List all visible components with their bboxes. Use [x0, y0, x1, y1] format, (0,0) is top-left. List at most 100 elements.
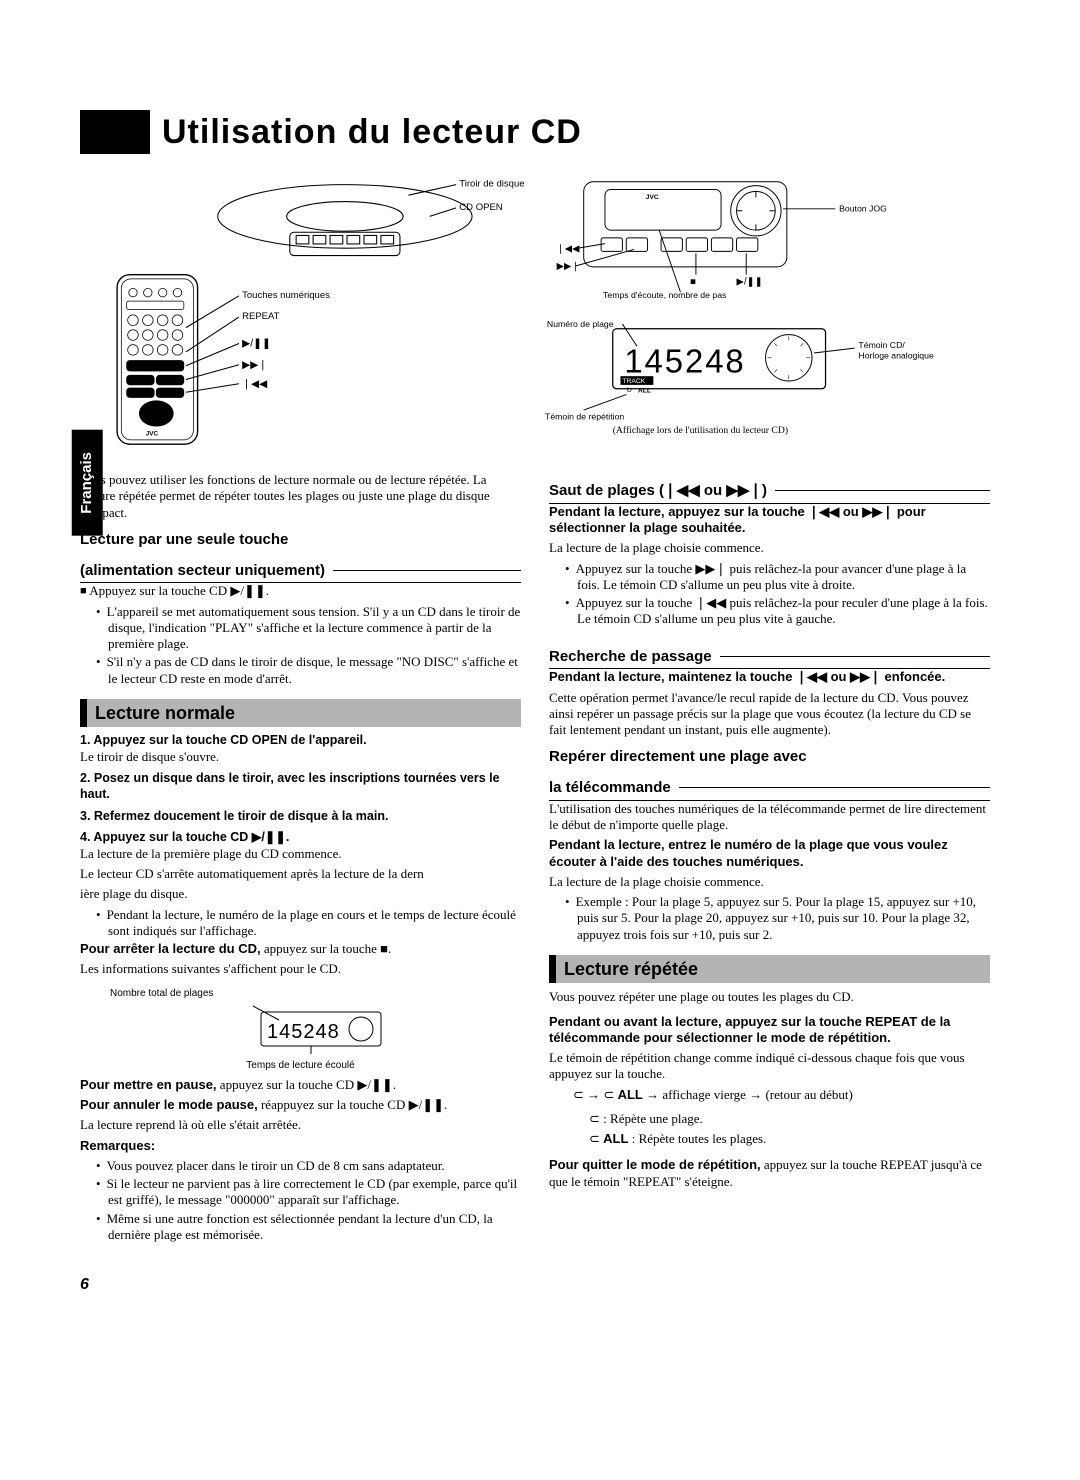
label-temps: Temps d'écoute, nombre de pas: [603, 290, 727, 300]
pause-line: Pour mettre en pause, appuyez sur la tou…: [80, 1077, 521, 1093]
lcd-digits: 145248: [624, 342, 745, 379]
step-4-bullet: Pendant la lecture, le numéro de la plag…: [96, 907, 521, 940]
resume-body: réappuyez sur la touche CD ▶/❚❚.: [258, 1097, 448, 1112]
reperer-body1: L'utilisation des touches numériques de …: [549, 801, 990, 834]
repeat-all-pre: ALL: [603, 1131, 628, 1146]
label-affichage: (Affichage lors de l'utilisation du lect…: [613, 425, 788, 436]
label-prev: ❘◀◀: [242, 378, 268, 390]
step-1: 1. Appuyez sur la touche CD OPEN de l'ap…: [80, 733, 521, 749]
repeat-legend-all: ⊂ ALL : Répète toutes les plages.: [549, 1131, 990, 1147]
one-touch-heading-l1: Lecture par une seule touche: [80, 531, 521, 550]
label-numero: Numéro de plage: [547, 319, 614, 329]
lcd-all: ALL: [638, 388, 651, 395]
saut-heading: Saut de plages (❘◀◀ ou ▶▶❘): [549, 472, 990, 504]
page-title: Utilisation du lecteur CD: [162, 111, 582, 154]
language-tab: Français: [72, 430, 103, 536]
diagram-right: JVC Bouton JOG ❘◀◀ ▶▶❘ ■ ▶/❚❚ Temps d'éc…: [545, 174, 990, 454]
saut-heading-text: Saut de plages (❘◀◀ ou ▶▶❘): [549, 482, 767, 501]
saut-bullet-1: Appuyez sur la touche ▶▶❘ puis relâchez-…: [565, 561, 990, 594]
label-playpause: ▶/❚❚: [242, 338, 271, 350]
lcd-repeat-icon: ↻: [626, 388, 632, 395]
remarque-3: Même si une autre fonction est sélection…: [96, 1211, 521, 1244]
saut-lead: Pendant la lecture, appuyez sur la touch…: [549, 504, 990, 537]
left-column: Vous pouvez utiliser les fonctions de le…: [80, 472, 521, 1245]
diagram-left: Tiroir de disque CD OPEN JVC Touches num…: [80, 174, 525, 454]
panel-prev: ❘◀◀: [557, 243, 581, 254]
square-bullet-icon: ■: [80, 585, 87, 597]
remote-brand: JVC: [146, 431, 159, 438]
label-temoin-cd: Témoin CD/: [858, 340, 905, 350]
resume-lead: Pour annuler le mode pause,: [80, 1097, 258, 1112]
one-touch-bullet-1: L'appareil se met automatiquement sous t…: [96, 604, 521, 653]
page-number: 6: [80, 1275, 990, 1295]
section-lecture-normale: Lecture normale: [80, 699, 521, 728]
lcd-track: TRACK: [622, 378, 645, 385]
mini-display-diagram: Nombre total de plages 145248 Temps de l…: [80, 988, 521, 1073]
label-cdopen: CD OPEN: [459, 202, 502, 213]
recherche-heading-text: Recherche de passage: [549, 648, 712, 667]
remote-and-unit-svg: Tiroir de disque CD OPEN JVC Touches num…: [80, 174, 525, 449]
recherche-body: Cette opération permet l'avance/le recul…: [549, 690, 990, 739]
section-lecture-repetee: Lecture répétée: [549, 955, 990, 984]
recherche-lead: Pendant la lecture, maintenez la touche …: [549, 669, 990, 685]
mini-caption-top: Nombre total de plages: [110, 988, 521, 1001]
repeat-body: Le témoin de répétition change comme ind…: [549, 1050, 990, 1083]
mini-lcd-digits: 145248: [267, 1021, 340, 1043]
label-tiroir: Tiroir de disque: [459, 179, 524, 190]
remarque-1: Vous pouvez placer dans le tiroir un CD …: [96, 1158, 521, 1174]
reperer-bullets: Exemple : Pour la plage 5, appuyez sur 5…: [549, 894, 990, 943]
step-1-body: Le tiroir de disque s'ouvre.: [80, 749, 521, 765]
step-4-body-2a: Le lecteur CD s'arrête automatiquement a…: [80, 866, 521, 882]
saut-body: La lecture de la plage choisie commence.: [549, 540, 990, 556]
repeat-one-icon: ⊂: [573, 1087, 584, 1103]
recherche-heading: Recherche de passage: [549, 638, 990, 670]
one-touch-bullets: L'appareil se met automatiquement sous t…: [80, 604, 521, 687]
repeat-legend-one: ⊂ : Répète une plage.: [549, 1111, 990, 1127]
repeat-all-icon-2: ⊂: [589, 1131, 600, 1147]
label-repeat: REPEAT: [242, 311, 280, 322]
step-4-bullets: Pendant la lecture, le numéro de la plag…: [80, 907, 521, 940]
reperer-body2: La lecture de la plage choisie commence.: [549, 874, 990, 890]
repeat-seq-all: ALL: [618, 1087, 643, 1102]
remarques-bullets: Vous pouvez placer dans le tiroir un CD …: [80, 1158, 521, 1243]
step-3: 3. Refermez doucement le tiroir de disqu…: [80, 809, 521, 825]
stop-lead: Pour arrêter la lecture du CD,: [80, 941, 261, 956]
heading-rule: [775, 490, 990, 491]
one-touch-heading-l2: (alimentation secteur uniquement): [80, 552, 521, 584]
step-2: 2. Posez un disque dans le tiroir, avec …: [80, 771, 521, 802]
saut-bullets: Appuyez sur la touche ▶▶❘ puis relâchez-…: [549, 561, 990, 628]
reperer-heading-l1: Repérer directement une plage avec: [549, 748, 990, 767]
one-touch-bullet-2: S'il n'y a pas de CD dans le tiroir de d…: [96, 654, 521, 687]
panel-stop: ■: [690, 276, 696, 287]
right-column: Saut de plages (❘◀◀ ou ▶▶❘) Pendant la l…: [549, 472, 990, 1245]
one-touch-lead-text: Appuyez sur la touche CD ▶/❚❚.: [89, 583, 269, 598]
repeat-seq-return: (retour au début): [765, 1087, 852, 1102]
label-next: ▶▶❘: [242, 359, 267, 371]
repeat-intro: Vous pouvez répéter une plage ou toutes …: [549, 989, 990, 1005]
repeat-one-icon-2: ⊂: [589, 1111, 600, 1127]
title-black-block: [80, 110, 150, 154]
label-horloge: Horloge analogique: [858, 351, 934, 361]
panel-and-lcd-svg: JVC Bouton JOG ❘◀◀ ▶▶❘ ■ ▶/❚❚ Temps d'éc…: [545, 174, 990, 445]
panel-playpause: ▶/❚❚: [737, 276, 763, 287]
quit-line: Pour quitter le mode de répétition, appu…: [549, 1157, 990, 1190]
step-4: 4. Appuyez sur la touche CD ▶/❚❚.: [80, 830, 521, 846]
resume-after: La lecture reprend là où elle s'était ar…: [80, 1117, 521, 1133]
repeat-one-label: Répète une plage.: [610, 1111, 703, 1126]
mini-lcd-svg: 145248: [201, 1000, 401, 1056]
heading-rule: [679, 787, 990, 788]
intro-paragraph: Vous pouvez utiliser les fonctions de le…: [80, 472, 521, 521]
pause-lead: Pour mettre en pause,: [80, 1077, 217, 1092]
remarques-heading: Remarques:: [80, 1138, 521, 1154]
stop-after: Les informations suivantes s'affichent p…: [80, 961, 521, 977]
remarque-2: Si le lecteur ne parvient pas à lire cor…: [96, 1176, 521, 1209]
one-touch-lead: ■ Appuyez sur la touche CD ▶/❚❚.: [80, 583, 521, 599]
step-4-body-1: La lecture de la première plage du CD co…: [80, 846, 521, 862]
one-touch-heading-l2-text: (alimentation secteur uniquement): [80, 562, 325, 581]
saut-bullet-2: Appuyez sur la touche ❘◀◀ puis relâchez-…: [565, 595, 990, 628]
mini-caption-bottom: Temps de lecture écoulé: [80, 1060, 521, 1073]
reperer-bullet-1: Exemple : Pour la plage 5, appuyez sur 5…: [565, 894, 990, 943]
reperer-heading-l2-text: la télécommande: [549, 779, 671, 798]
body-columns: Vous pouvez utiliser les fonctions de le…: [80, 472, 990, 1245]
repeat-all-icon: ⊂: [603, 1087, 614, 1103]
